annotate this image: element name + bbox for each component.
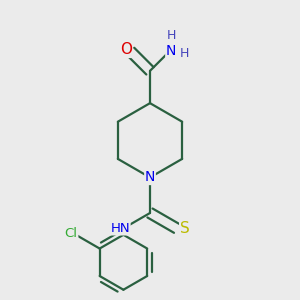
Text: N: N [145, 170, 155, 184]
Text: HN: HN [110, 222, 130, 235]
Text: H: H [166, 29, 176, 42]
Text: H: H [180, 46, 190, 59]
Text: Cl: Cl [65, 227, 78, 241]
Text: O: O [120, 42, 132, 57]
Text: S: S [180, 221, 190, 236]
Text: N: N [166, 44, 176, 58]
